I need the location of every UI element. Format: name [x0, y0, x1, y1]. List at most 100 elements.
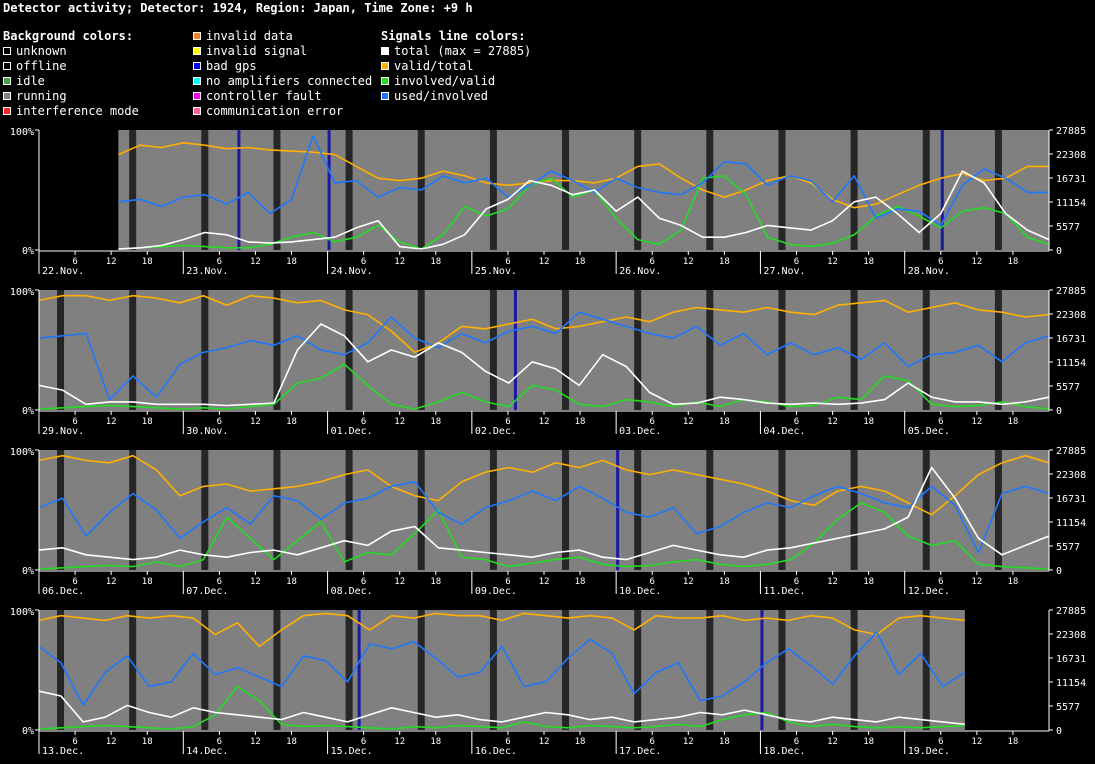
right-tick-label: 0 — [1056, 406, 1062, 417]
right-tick-label: 27885 — [1056, 286, 1086, 297]
day-label: 04.Dec. — [763, 426, 805, 437]
used-involved-line — [38, 311, 1050, 401]
gap-band — [634, 290, 642, 410]
legend-swatch — [3, 92, 11, 100]
hour-tick-label: 6 — [361, 577, 366, 587]
hour-tick-label: 12 — [250, 417, 261, 427]
hour-tick-label: 12 — [827, 257, 838, 267]
day-label: 06.Dec. — [42, 586, 84, 597]
hour-tick-label: 6 — [361, 417, 366, 427]
legend-item-invalid-signal: invalid signal — [193, 44, 307, 58]
legend-item-no-amplifiers-connected: no amplifiers connected — [193, 74, 372, 88]
gap-band — [129, 130, 137, 250]
hour-tick-label: 18 — [575, 257, 586, 267]
left-tick-label-100: 100% — [10, 607, 34, 618]
gap-band — [778, 450, 786, 570]
hour-tick-label: 6 — [72, 257, 77, 267]
gap-band — [706, 450, 714, 570]
right-tick-label: 5577 — [1056, 222, 1080, 233]
legend-swatch — [3, 62, 11, 70]
hour-tick-label: 6 — [650, 257, 655, 267]
gap-band — [778, 130, 786, 250]
left-tick-label-100: 100% — [10, 447, 34, 458]
gap-band — [706, 610, 714, 730]
gap-band — [850, 290, 858, 410]
gap-band — [201, 290, 209, 410]
day-label: 01.Dec. — [331, 426, 373, 437]
hour-tick-label: 12 — [539, 257, 550, 267]
day-label: 23.Nov. — [186, 266, 228, 277]
hour-tick-label: 12 — [827, 737, 838, 747]
right-tick-label: 11154 — [1056, 518, 1086, 529]
legend-item-bad-gps: bad gps — [193, 59, 257, 73]
hour-tick-label: 6 — [217, 417, 222, 427]
gap-band — [129, 450, 137, 570]
gap-band — [273, 290, 281, 410]
involved-valid-line — [38, 363, 1050, 410]
legend-label: interference mode — [16, 104, 139, 118]
valid-total-line — [38, 612, 965, 648]
bad-gps-marker — [760, 610, 764, 730]
right-tick-label: 16731 — [1056, 654, 1086, 665]
day-label: 08.Dec. — [331, 586, 373, 597]
hour-tick-label: 18 — [1008, 737, 1019, 747]
gap-band — [850, 610, 858, 730]
right-tick-label: 11154 — [1056, 678, 1086, 689]
legend-item-controller-fault: controller fault — [193, 89, 322, 103]
gap-band — [850, 130, 858, 250]
gap-band — [201, 130, 209, 250]
hour-tick-label: 18 — [863, 257, 874, 267]
panel-4 — [35, 609, 1053, 754]
bad-gps-marker — [616, 450, 620, 570]
hour-tick-label: 18 — [286, 417, 297, 427]
left-tick-label-0: 0% — [22, 566, 34, 577]
legend-label: running — [16, 89, 67, 103]
legend-item-involved-valid: involved/valid — [381, 74, 495, 88]
hour-tick-label: 18 — [863, 577, 874, 587]
hour-tick-label: 18 — [719, 417, 730, 427]
hour-tick-label: 12 — [106, 737, 117, 747]
day-label: 09.Dec. — [475, 586, 517, 597]
right-tick-label: 0 — [1056, 726, 1062, 737]
gap-band — [562, 450, 570, 570]
gap-band — [706, 290, 714, 410]
day-label: 24.Nov. — [331, 266, 373, 277]
legend-label: used/involved — [394, 89, 488, 103]
running-background — [39, 610, 965, 730]
legend-swatch — [193, 107, 201, 115]
hour-tick-label: 6 — [217, 577, 222, 587]
right-tick-label: 16731 — [1056, 174, 1086, 185]
day-label: 07.Dec. — [186, 586, 228, 597]
hour-tick-label: 6 — [217, 737, 222, 747]
gap-band — [273, 450, 281, 570]
gap-band — [129, 610, 137, 730]
hour-tick-label: 6 — [650, 417, 655, 427]
legend-signals-heading: Signals line colors: — [381, 29, 526, 43]
legend-swatch — [381, 92, 389, 100]
hour-tick-label: 12 — [827, 577, 838, 587]
right-tick-label: 0 — [1056, 246, 1062, 257]
legend-item-running: running — [3, 89, 67, 103]
gap-band — [129, 290, 137, 410]
hour-tick-label: 18 — [719, 577, 730, 587]
left-tick-label-0: 0% — [22, 406, 34, 417]
right-tick-label: 16731 — [1056, 334, 1086, 345]
day-label: 11.Dec. — [763, 586, 805, 597]
hour-tick-label: 18 — [142, 257, 153, 267]
hour-tick-label: 18 — [430, 577, 441, 587]
legend-swatch — [381, 77, 389, 85]
hour-tick-label: 18 — [1008, 577, 1019, 587]
gap-band — [345, 290, 353, 410]
gap-band — [57, 290, 65, 410]
legend-item-interference-mode: interference mode — [3, 104, 139, 118]
bad-gps-marker — [940, 130, 944, 250]
legend-item-invalid-data: invalid data — [193, 29, 293, 43]
day-label: 17.Dec. — [619, 746, 661, 757]
hour-tick-label: 18 — [286, 737, 297, 747]
bad-gps-marker — [357, 610, 361, 730]
hour-tick-label: 18 — [575, 417, 586, 427]
left-tick-label-0: 0% — [22, 726, 34, 737]
gap-band — [417, 610, 425, 730]
left-tick-label-100: 100% — [10, 127, 34, 138]
